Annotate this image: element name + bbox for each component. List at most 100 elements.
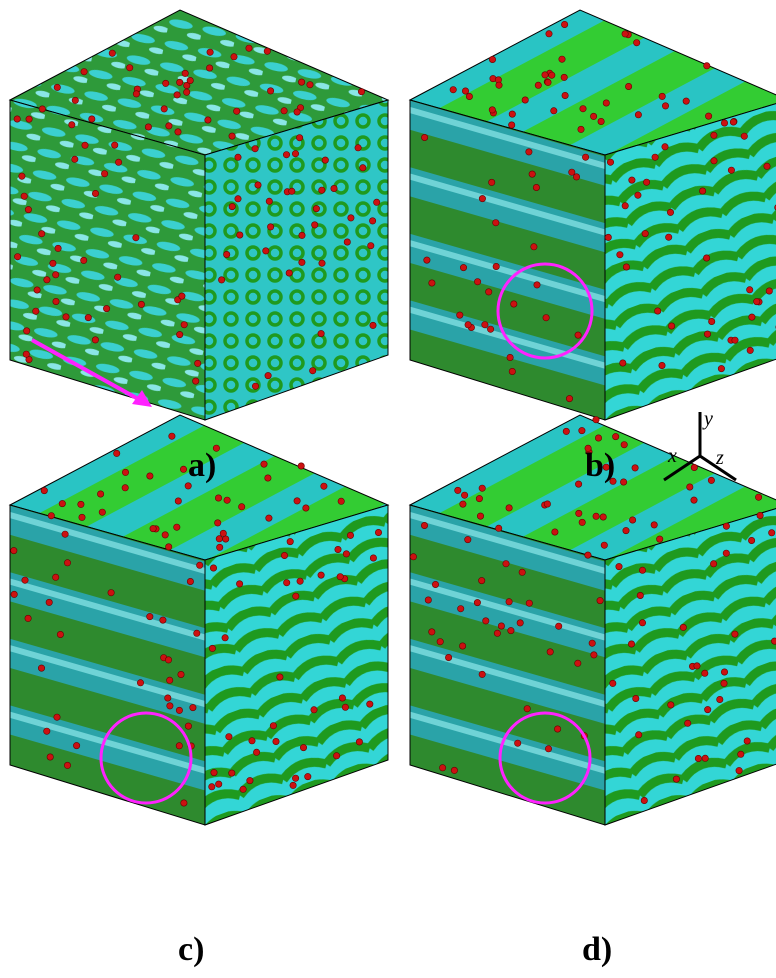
particle <box>299 232 305 238</box>
particle <box>623 264 629 270</box>
particle <box>702 755 708 761</box>
particle <box>19 173 25 179</box>
particle <box>79 514 85 520</box>
particle <box>410 554 416 560</box>
particle <box>205 117 211 123</box>
particle <box>637 592 643 598</box>
cube-front-face <box>10 505 205 825</box>
particle <box>582 154 588 160</box>
particle <box>632 465 638 471</box>
particle <box>496 82 502 88</box>
particle <box>209 645 215 651</box>
particle <box>166 123 172 129</box>
particle <box>39 106 45 112</box>
particle <box>25 615 31 621</box>
particle <box>356 739 362 745</box>
particle <box>585 552 591 558</box>
particle <box>311 707 317 713</box>
particle <box>551 108 557 114</box>
particle <box>237 232 243 238</box>
particle <box>704 331 710 337</box>
particle <box>57 631 63 637</box>
particle <box>174 92 180 98</box>
particle <box>287 538 293 544</box>
particle <box>292 151 298 157</box>
particle <box>556 623 562 629</box>
particle <box>33 308 39 314</box>
particle <box>486 289 492 295</box>
particle <box>730 119 736 125</box>
particle <box>265 475 271 481</box>
particle <box>754 298 760 304</box>
particle <box>206 65 212 71</box>
particle <box>437 639 443 645</box>
particle <box>261 461 267 467</box>
particle <box>769 530 775 536</box>
particle <box>479 485 485 491</box>
particle <box>347 532 353 538</box>
particle <box>239 504 245 510</box>
particle <box>496 525 502 531</box>
particle <box>358 89 364 95</box>
particle <box>552 529 558 535</box>
cube <box>410 10 776 420</box>
particle <box>147 613 153 619</box>
particle <box>231 54 237 60</box>
particle <box>634 40 640 46</box>
particle <box>310 368 316 374</box>
particle <box>322 157 328 163</box>
particle <box>293 593 299 599</box>
particle <box>651 522 657 528</box>
particle <box>181 322 187 328</box>
particle <box>695 755 701 761</box>
particle <box>591 652 597 658</box>
particle <box>613 433 619 439</box>
particle <box>266 515 272 521</box>
particle <box>458 606 464 612</box>
particle <box>474 279 480 285</box>
particle <box>526 149 532 155</box>
particle <box>355 145 361 151</box>
particle <box>657 536 663 542</box>
particle <box>21 193 27 199</box>
particle <box>749 314 755 320</box>
particle <box>374 199 380 205</box>
particle <box>207 49 213 55</box>
particle <box>579 519 585 525</box>
particle <box>600 514 606 520</box>
particle <box>137 680 143 686</box>
particle <box>181 800 187 806</box>
particle <box>187 578 193 584</box>
particle <box>593 417 599 423</box>
particle <box>639 567 645 573</box>
particle <box>482 322 488 328</box>
particle <box>519 569 525 575</box>
particle <box>103 305 109 311</box>
particle <box>53 298 59 304</box>
particle <box>643 179 649 185</box>
particle <box>764 163 770 169</box>
particle <box>744 738 750 744</box>
particle <box>195 360 201 366</box>
particle <box>163 80 169 86</box>
cubes <box>10 10 776 825</box>
particle <box>507 354 513 360</box>
particle <box>493 263 499 269</box>
particle <box>150 525 156 531</box>
particle <box>284 580 290 586</box>
particle <box>133 91 139 97</box>
particle <box>218 277 224 283</box>
particle <box>54 714 60 720</box>
particle <box>424 257 430 263</box>
particle <box>289 188 295 194</box>
particle <box>652 154 658 160</box>
particle <box>748 537 754 543</box>
particle <box>14 116 20 122</box>
particle <box>702 670 708 676</box>
particle <box>526 600 532 606</box>
particle <box>515 740 521 746</box>
particle <box>312 222 318 228</box>
particle <box>451 767 457 773</box>
particle <box>307 82 313 88</box>
particle <box>167 703 173 709</box>
